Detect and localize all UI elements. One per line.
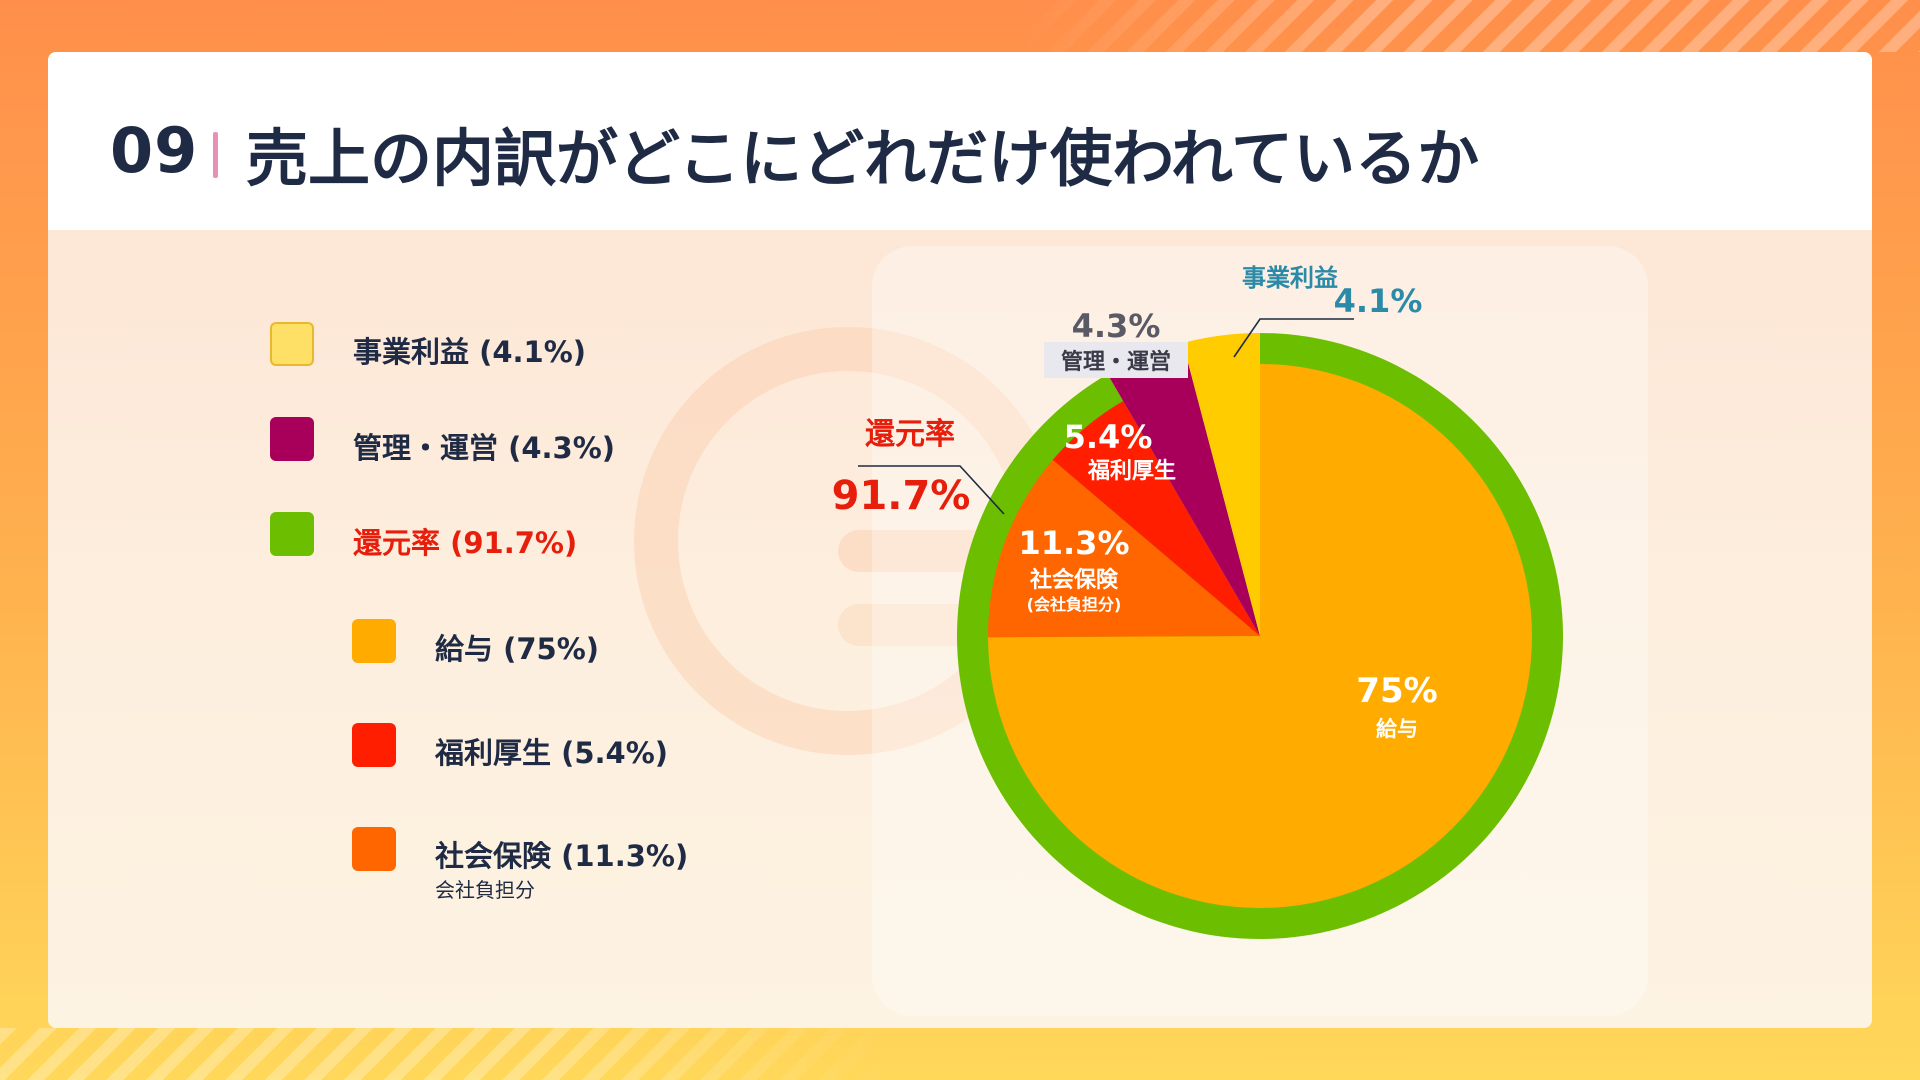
decor-stripes-top bbox=[1020, 0, 1920, 52]
pie-chart: 75% 給与 11.3% 社会保険 (会社負担分) 5.4% 福利厚生 4.3% 管理・運営 事業… bbox=[832, 264, 1563, 939]
slide-number: 09 bbox=[110, 114, 199, 187]
data-label-kyuyo-name: 給与 bbox=[1376, 717, 1418, 741]
legend-swatch-kangen bbox=[270, 512, 314, 556]
data-label-fukuri-pct: 5.4% bbox=[1064, 418, 1153, 456]
legend-swatch-shakai bbox=[352, 827, 396, 871]
legend-label-shakai: 社会保険 (11.3%) bbox=[435, 839, 689, 873]
slide-title: 売上の内訳がどこにどれだけ使われているか bbox=[246, 122, 1480, 195]
legend-swatch-kyuyo bbox=[352, 619, 396, 663]
legend-label-jigyo: 事業利益 (4.1%) bbox=[353, 335, 587, 369]
data-label-shakai-sub: (会社負担分) bbox=[1027, 595, 1122, 614]
data-label-kanri-pct: 4.3% bbox=[1072, 307, 1161, 345]
leader-jigyo bbox=[1233, 318, 1354, 358]
legend-label-kyuyo: 給与 (75%) bbox=[435, 632, 600, 666]
data-label-kangen-pct: 91.7% bbox=[832, 473, 971, 519]
data-label-kangen-name: 還元率 bbox=[865, 417, 955, 452]
slice-jigyo bbox=[1182, 333, 1260, 636]
legend-label-kanri: 管理・運営 (4.3%) bbox=[353, 431, 616, 465]
data-label-fukuri-name: 福利厚生 bbox=[1087, 459, 1176, 484]
decor-stripes-bottom bbox=[0, 1028, 900, 1080]
legend-swatch-kanri bbox=[270, 417, 314, 461]
legend-swatch-jigyo bbox=[270, 322, 314, 366]
slide-header: 09 売上の内訳がどこにどれだけ使われているか bbox=[48, 52, 1872, 230]
legend-label-fukuri: 福利厚生 (5.4%) bbox=[435, 736, 669, 770]
data-label-shakai-pct: 11.3% bbox=[1018, 524, 1129, 562]
data-label-kyuyo-pct: 75% bbox=[1356, 671, 1437, 711]
legend-sub-shakai: 会社負担分 bbox=[435, 878, 535, 902]
data-label-kanri-box bbox=[1044, 342, 1188, 378]
legend-label-kangen: 還元率 (91.7%) bbox=[353, 526, 578, 560]
legend-swatch-fukuri bbox=[352, 723, 396, 767]
slice-fukuri bbox=[1052, 400, 1260, 636]
data-label-kanri-name: 管理・運営 bbox=[1061, 349, 1171, 375]
slice-shakai bbox=[987, 459, 1260, 638]
leader-kangen bbox=[858, 465, 1005, 515]
data-label-jigyo-pct: 4.1% bbox=[1334, 282, 1423, 320]
slice-kyuyo bbox=[988, 364, 1532, 908]
title-divider bbox=[213, 132, 218, 178]
slide-card: 09 売上の内訳がどこにどれだけ使われているか 事業利益 (4.1%) 管理・運… bbox=[48, 52, 1872, 1028]
data-label-shakai-name: 社会保険 bbox=[1030, 567, 1119, 593]
slice-kanri bbox=[1107, 342, 1260, 636]
data-label-jigyo-name: 事業利益 bbox=[1242, 264, 1338, 292]
